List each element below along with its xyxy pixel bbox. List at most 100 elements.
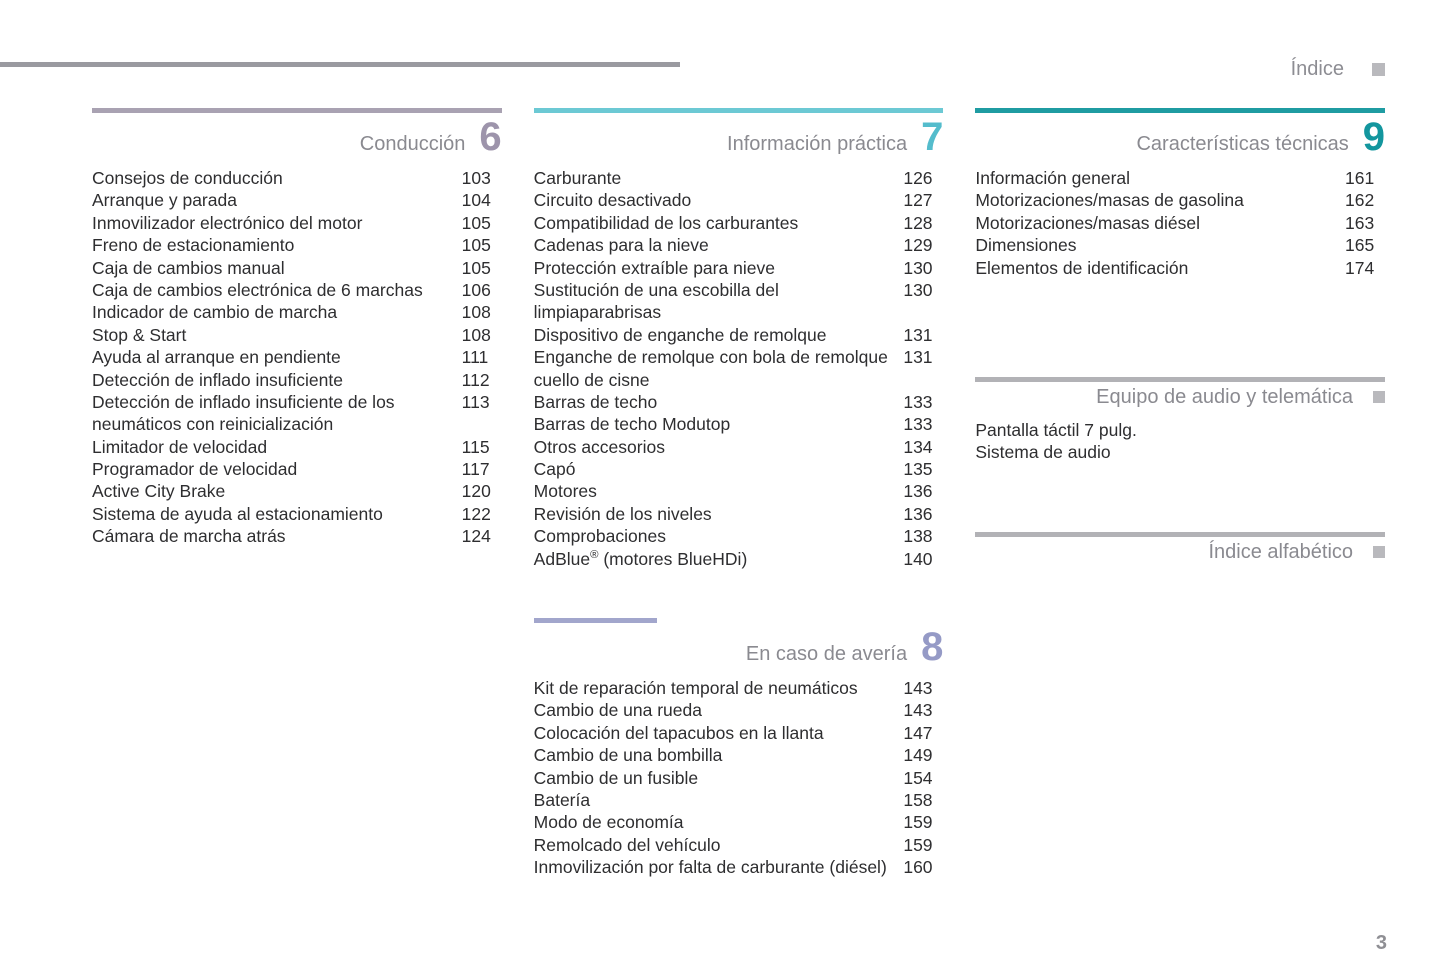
toc-row: Cambio de una bombilla149 bbox=[534, 744, 944, 766]
column-2: Información práctica 7 Carburante126Circ… bbox=[534, 108, 944, 907]
toc-entry-title: Caja de cambios electrónica de 6 marchas bbox=[92, 279, 462, 301]
toc-row: Sistema de audio bbox=[975, 441, 1385, 463]
toc-entry-title: Dispositivo de enganche de remolque bbox=[534, 324, 904, 346]
toc-row: Cambio de un fusible154 bbox=[534, 767, 944, 789]
toc-entry-title: Dimensiones bbox=[975, 234, 1345, 256]
toc-entry-title: Pantalla táctil 7 pulg. bbox=[975, 419, 1345, 441]
toc-entry-page: 158 bbox=[903, 789, 943, 811]
section-6-entries: Consejos de conducción103Arranque y para… bbox=[92, 167, 502, 548]
section-8-head: En caso de avería 8 bbox=[534, 627, 944, 667]
section-8: En caso de avería 8 Kit de reparación te… bbox=[534, 618, 944, 879]
toc-row: Caja de cambios manual105 bbox=[92, 257, 502, 279]
column-3: Características técnicas 9 Información g… bbox=[975, 108, 1385, 907]
toc-row: Consejos de conducción103 bbox=[92, 167, 502, 189]
toc-entry-title: Cambio de una rueda bbox=[534, 699, 904, 721]
toc-entry-page: 126 bbox=[903, 167, 943, 189]
section-7-head: Información práctica 7 bbox=[534, 117, 944, 157]
toc-entry-page: 115 bbox=[462, 436, 502, 458]
toc-entry-page: 113 bbox=[462, 391, 502, 436]
toc-entry-page: 133 bbox=[903, 413, 943, 435]
toc-row: Capó135 bbox=[534, 458, 944, 480]
toc-entry-page: 143 bbox=[903, 677, 943, 699]
toc-entry-title: Ayuda al arranque en pendiente bbox=[92, 346, 462, 368]
toc-entry-title: Cadenas para la nieve bbox=[534, 234, 904, 256]
toc-row: Revisión de los niveles136 bbox=[534, 503, 944, 525]
toc-entry-page: 120 bbox=[462, 480, 502, 502]
toc-row: Sustitución de una escobilla del limpiap… bbox=[534, 279, 944, 324]
toc-entry-title: Consejos de conducción bbox=[92, 167, 462, 189]
toc-row: Protección extraíble para nieve130 bbox=[534, 257, 944, 279]
toc-entry-page: 105 bbox=[462, 234, 502, 256]
toc-row: AdBlue® (motores BlueHDi)140 bbox=[534, 548, 944, 570]
toc-row: Modo de economía159 bbox=[534, 811, 944, 833]
toc-entry-title: Motorizaciones/masas diésel bbox=[975, 212, 1345, 234]
toc-entry-page: 136 bbox=[903, 503, 943, 525]
section-audio-marker-icon bbox=[1373, 391, 1385, 403]
toc-entry-page: 124 bbox=[462, 525, 502, 547]
toc-entry-page: 111 bbox=[462, 346, 502, 368]
toc-row: Cámara de marcha atrás124 bbox=[92, 525, 502, 547]
toc-entry-title: Comprobaciones bbox=[534, 525, 904, 547]
toc-row: Barras de techo133 bbox=[534, 391, 944, 413]
page-header: Índice bbox=[1291, 58, 1385, 81]
toc-entry-title: Active City Brake bbox=[92, 480, 462, 502]
toc-entry-title: Indicador de cambio de marcha bbox=[92, 301, 462, 323]
toc-entry-page bbox=[1345, 419, 1385, 441]
toc-entry-page: 159 bbox=[903, 811, 943, 833]
toc-entry-title: Arranque y parada bbox=[92, 189, 462, 211]
toc-entry-page: 127 bbox=[903, 189, 943, 211]
toc-entry-page: 129 bbox=[903, 234, 943, 256]
section-6-number: 6 bbox=[479, 117, 501, 157]
header-square-icon bbox=[1372, 63, 1385, 76]
toc-entry-page: 154 bbox=[903, 767, 943, 789]
toc-row: Freno de estacionamiento105 bbox=[92, 234, 502, 256]
column-1: Conducción 6 Consejos de conducción103Ar… bbox=[92, 108, 502, 907]
toc-entry-title: Modo de economía bbox=[534, 811, 904, 833]
toc-row: Información general161 bbox=[975, 167, 1385, 189]
toc-entry-page: 162 bbox=[1345, 189, 1385, 211]
section-7: Información práctica 7 Carburante126Circ… bbox=[534, 108, 944, 570]
toc-entry-title: Freno de estacionamiento bbox=[92, 234, 462, 256]
toc-entry-title: Carburante bbox=[534, 167, 904, 189]
toc-entry-title: Capó bbox=[534, 458, 904, 480]
toc-entry-title: Detección de inflado insuficiente de los… bbox=[92, 391, 462, 436]
toc-row: Cadenas para la nieve129 bbox=[534, 234, 944, 256]
toc-row: Arranque y parada104 bbox=[92, 189, 502, 211]
page-number: 3 bbox=[1376, 932, 1387, 955]
toc-entry-page: 117 bbox=[462, 458, 502, 480]
toc-row: Barras de techo Modutop133 bbox=[534, 413, 944, 435]
toc-entry-page: 103 bbox=[462, 167, 502, 189]
toc-entry-page bbox=[1345, 441, 1385, 463]
toc-row: Limitador de velocidad115 bbox=[92, 436, 502, 458]
toc-entry-page: 174 bbox=[1345, 257, 1385, 279]
toc-row: Otros accesorios134 bbox=[534, 436, 944, 458]
toc-entry-title: Cambio de un fusible bbox=[534, 767, 904, 789]
toc-entry-page: 106 bbox=[462, 279, 502, 301]
toc-entry-title: Motorizaciones/masas de gasolina bbox=[975, 189, 1345, 211]
toc-entry-title: Revisión de los niveles bbox=[534, 503, 904, 525]
toc-row: Stop & Start108 bbox=[92, 324, 502, 346]
section-9-rule bbox=[975, 108, 1385, 113]
section-alpha-head: Índice alfabético bbox=[975, 541, 1385, 564]
toc-entry-title: AdBlue® (motores BlueHDi) bbox=[534, 548, 904, 570]
toc-entry-title: Información general bbox=[975, 167, 1345, 189]
toc-row: Batería158 bbox=[534, 789, 944, 811]
toc-row: Circuito desactivado127 bbox=[534, 189, 944, 211]
section-9-entries: Información general161Motorizaciones/mas… bbox=[975, 167, 1385, 279]
toc-entry-page: 147 bbox=[903, 722, 943, 744]
toc-entry-page: 112 bbox=[462, 369, 502, 391]
toc-entry-page: 163 bbox=[1345, 212, 1385, 234]
toc-entry-title: Motores bbox=[534, 480, 904, 502]
toc-entry-title: Programador de velocidad bbox=[92, 458, 462, 480]
section-6-rule bbox=[92, 108, 502, 113]
toc-entry-title: Cambio de una bombilla bbox=[534, 744, 904, 766]
toc-row: Elementos de identificación174 bbox=[975, 257, 1385, 279]
section-alpha-title: Índice alfabético bbox=[1208, 541, 1353, 564]
toc-entry-page: 138 bbox=[903, 525, 943, 547]
toc-row: Inmovilizador electrónico del motor105 bbox=[92, 212, 502, 234]
toc-entry-title: Sustitución de una escobilla del limpiap… bbox=[534, 279, 904, 324]
toc-row: Inmovilización por falta de carburante (… bbox=[534, 856, 944, 878]
toc-entry-title: Batería bbox=[534, 789, 904, 811]
toc-entry-title: Barras de techo Modutop bbox=[534, 413, 904, 435]
section-7-rule bbox=[534, 108, 944, 113]
